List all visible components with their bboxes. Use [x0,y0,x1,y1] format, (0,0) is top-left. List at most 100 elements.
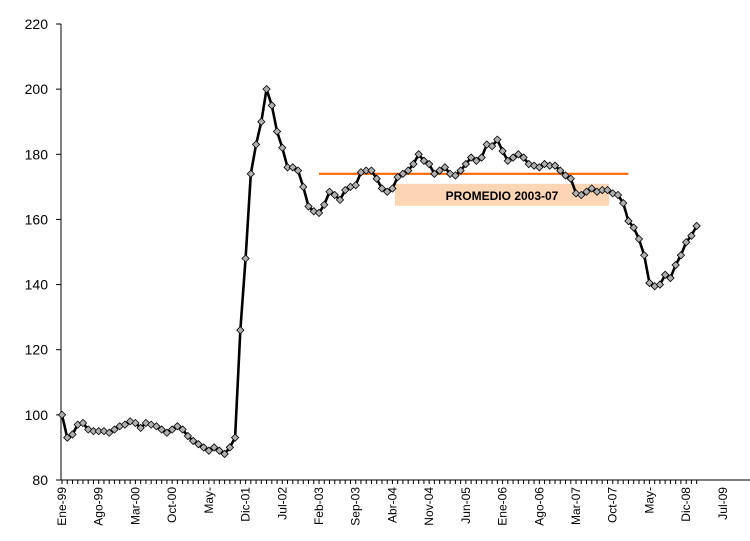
data-point [68,430,77,439]
data-point [566,174,575,183]
data-point [634,234,644,244]
x-tick-label: Jul-09 [716,487,730,520]
data-point [687,231,696,240]
data-point [419,156,429,165]
data-point [466,153,476,162]
data-point [57,410,67,420]
x-tick-label: Nov-04 [422,487,436,526]
x-tick-label: Sep-03 [349,487,363,526]
data-point [556,166,565,175]
data-point [178,425,187,434]
data-point [330,190,339,200]
data-point [493,135,502,144]
data-point [472,156,481,165]
data-point [230,433,240,442]
series-line [60,87,698,456]
x-tick-label: Ago-06 [532,487,546,526]
data-point [120,420,130,429]
data-point [582,187,591,196]
data-point [173,422,182,431]
data-point [194,440,203,449]
data-point [440,163,450,172]
data-point [424,159,434,169]
data-point [162,428,172,437]
data-point [251,140,261,149]
data-point [262,84,271,94]
data-point [619,198,628,208]
data-point [215,446,224,455]
data-point [671,260,680,270]
data-point [304,202,313,211]
data-point [404,166,413,175]
x-tick-label: Ene-99 [55,487,69,526]
data-point [498,146,507,156]
data-point [487,141,497,151]
data-point [199,443,208,452]
data-point [540,159,549,169]
data-point [157,425,166,434]
data-point [629,223,638,232]
data-point [320,200,329,209]
data-point [482,140,492,149]
x-tick-label: Jul-02 [275,487,289,520]
y-tick-label: 140 [25,277,49,293]
data-point [477,153,486,162]
data-point [288,163,297,172]
data-point [661,270,670,279]
data-point [388,184,397,193]
data-point [645,278,654,288]
y-tick-label: 220 [25,16,49,32]
x-tick-label: Oct-07 [606,487,620,523]
y-tick-label: 200 [25,81,49,97]
data-point [63,433,72,442]
data-point [272,127,282,136]
data-point [220,449,229,459]
data-point [278,143,287,152]
data-point [126,417,135,426]
data-point [508,153,518,162]
data-point [409,159,418,169]
x-tick-label: Oct-00 [165,487,179,523]
data-point [167,425,177,434]
data-point [461,159,471,169]
data-point [524,159,533,169]
data-point [293,166,303,175]
data-point [676,251,686,260]
y-tick-label: 180 [25,146,49,162]
data-point [640,251,649,260]
data-point [131,418,140,428]
average-label-box [395,183,610,206]
x-tick-label: Mar-07 [569,487,583,525]
series-layer [57,84,701,459]
data-point [183,431,193,441]
data-point [398,169,408,178]
data-point [335,195,345,205]
data-point [535,163,544,172]
data-point [146,420,156,429]
data-point [451,171,460,180]
y-tick-label: 120 [25,342,49,358]
data-point [99,426,109,436]
data-point [136,423,145,433]
data-point [105,428,114,437]
data-point [456,166,465,175]
x-tick-label: Mar-00 [128,487,142,525]
x-tick-label: Feb-03 [312,487,326,525]
data-point [341,185,350,195]
y-tick-label: 160 [25,211,49,227]
average-layer: PROMEDIO 2003-07 [319,172,629,206]
data-point [246,169,255,178]
data-point [267,101,276,110]
data-point [236,326,245,335]
data-point [372,174,381,183]
data-point [351,181,360,190]
data-point [110,425,119,434]
x-tick-label: Abr-04 [385,487,399,523]
data-point [655,280,665,289]
data-point [561,171,570,180]
data-point [257,117,266,126]
data-point [519,153,528,162]
x-tick-label: May- [202,487,216,514]
data-point [188,436,198,446]
